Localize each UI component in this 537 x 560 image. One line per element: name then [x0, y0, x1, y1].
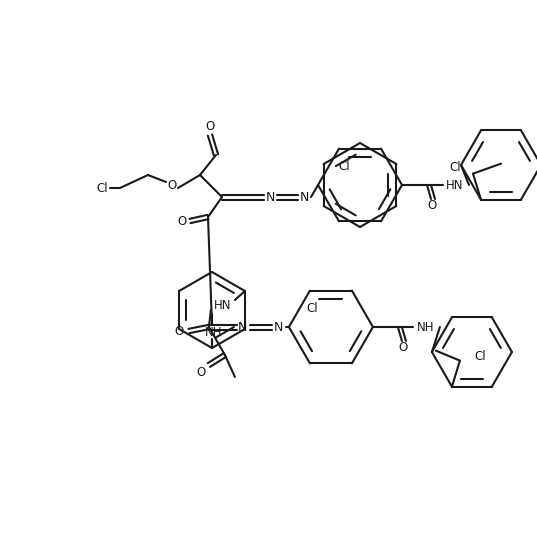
Text: Cl: Cl	[474, 350, 486, 363]
Text: N: N	[265, 190, 275, 203]
Text: O: O	[168, 179, 177, 192]
Text: NH: NH	[205, 325, 223, 338]
Text: Cl: Cl	[449, 161, 461, 174]
Text: O: O	[175, 324, 184, 338]
Text: N: N	[299, 190, 309, 203]
Text: Cl: Cl	[96, 181, 108, 194]
Text: N: N	[274, 320, 284, 334]
Text: N: N	[238, 320, 248, 334]
Text: Cl: Cl	[338, 160, 350, 173]
Text: HN: HN	[214, 298, 231, 311]
Text: O: O	[398, 340, 408, 353]
Text: HN: HN	[446, 179, 464, 192]
Text: O: O	[177, 214, 187, 227]
Text: O: O	[205, 119, 215, 133]
Text: O: O	[427, 198, 437, 212]
Text: NH: NH	[417, 320, 434, 334]
Text: O: O	[197, 366, 206, 380]
Text: Cl: Cl	[306, 302, 318, 315]
